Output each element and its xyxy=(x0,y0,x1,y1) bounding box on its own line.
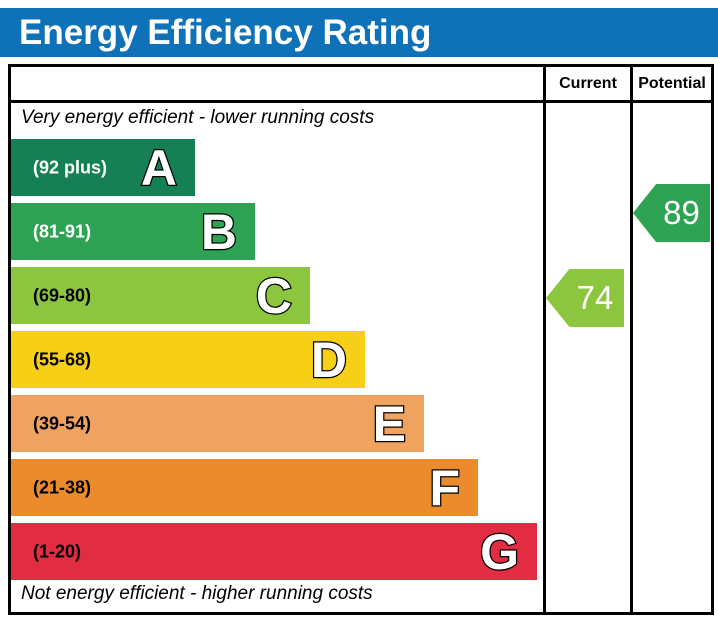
band-f-grade-letter: F xyxy=(428,459,461,516)
band-row-d: (55-68) D xyxy=(11,331,365,388)
band-f-range-label: (21-38) xyxy=(33,477,92,497)
title-bar: Energy Efficiency Rating xyxy=(0,8,718,57)
band-a-grade-letter: A xyxy=(140,139,179,196)
caption-bottom: Not energy efficient - higher running co… xyxy=(21,583,373,604)
band-row-e: (39-54) E xyxy=(11,395,424,452)
band-b-range-label: (81-91) xyxy=(33,221,92,241)
potential-rating-value: 89 xyxy=(663,194,700,231)
band-d-range-label: (55-68) xyxy=(33,349,92,369)
rating-table: Current Potential Very energy efficient … xyxy=(8,64,714,615)
band-e-grade-letter: E xyxy=(371,395,407,452)
column-header-potential: Potential xyxy=(638,74,706,92)
band-row-f: (21-38) F xyxy=(11,459,478,516)
column-header-current: Current xyxy=(559,74,617,92)
band-c-range-label: (69-80) xyxy=(33,285,92,305)
band-d-grade-letter: D xyxy=(310,331,349,388)
band-row-b: (81-91) B xyxy=(11,203,255,260)
band-row-c: (69-80) C xyxy=(11,267,310,324)
current-column-divider xyxy=(543,67,546,612)
band-a-range-label: (92 plus) xyxy=(33,157,108,177)
band-c-grade-letter: C xyxy=(255,267,294,324)
header-divider xyxy=(11,100,711,103)
caption-top: Very energy efficient - lower running co… xyxy=(21,107,375,128)
band-b-grade-letter: B xyxy=(200,203,239,260)
band-g-range-label: (1-20) xyxy=(33,541,82,561)
current-rating-value: 74 xyxy=(576,279,614,316)
current-rating-arrow: 74 xyxy=(546,269,624,327)
band-g-grade-letter: G xyxy=(479,523,520,580)
potential-column-divider xyxy=(630,67,633,612)
band-row-a: (92 plus) A xyxy=(11,139,195,196)
page-title: Energy Efficiency Rating xyxy=(19,12,432,52)
band-e-range-label: (39-54) xyxy=(33,413,92,433)
band-row-g: (1-20) G xyxy=(11,523,537,580)
potential-rating-arrow: 89 xyxy=(633,184,710,242)
